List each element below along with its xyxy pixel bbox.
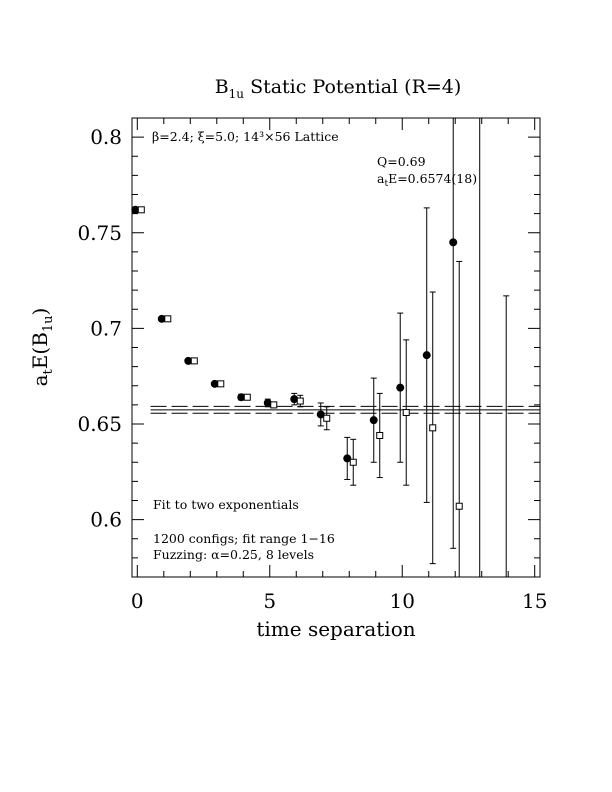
plot-frame-group bbox=[131, 117, 541, 578]
data-point-circle bbox=[131, 205, 140, 214]
y-tick-label: 0.6 bbox=[90, 508, 122, 532]
data-point-circle bbox=[237, 393, 246, 402]
data-point-square bbox=[137, 206, 145, 214]
data-point-circle bbox=[157, 314, 166, 323]
annotation-energy: atE=0.6574(18) bbox=[377, 171, 477, 189]
annotation-fuzzing: Fuzzing: α=0.25, 8 levels bbox=[153, 547, 314, 562]
annotation-fit: Fit to two exponentials bbox=[153, 497, 299, 512]
data-point-square bbox=[243, 393, 251, 401]
data-point-square bbox=[429, 424, 437, 432]
annotation-lattice: β=2.4; ξ=5.0; 14³×56 Lattice bbox=[152, 129, 339, 144]
data-point-circle bbox=[263, 398, 272, 407]
data-point-square bbox=[164, 315, 172, 323]
data-point-square bbox=[402, 409, 410, 417]
data-point-circle bbox=[316, 410, 325, 419]
tick-label-group: 0 5 10 15 0.6 0.65 0.7 0.75 0.8 bbox=[77, 125, 547, 613]
data-point-circle bbox=[290, 395, 299, 404]
y-tick-label: 0.65 bbox=[77, 412, 122, 436]
data-point-square bbox=[455, 502, 463, 510]
data-point-square bbox=[349, 458, 357, 466]
data-point-square bbox=[217, 380, 225, 388]
x-tick-label: 0 bbox=[131, 589, 144, 613]
y-tick-label: 0.8 bbox=[90, 125, 122, 149]
data-point-circle bbox=[396, 383, 405, 392]
x-tick-label: 5 bbox=[263, 589, 276, 613]
x-axis-label: time separation bbox=[256, 617, 415, 641]
data-point-circle bbox=[343, 454, 352, 463]
data-point-circle bbox=[210, 379, 219, 388]
y-axis-label: atE(B1u) bbox=[28, 308, 56, 387]
data-point-square bbox=[323, 414, 331, 422]
data-point-circle bbox=[449, 238, 458, 247]
data-point-square bbox=[270, 401, 278, 409]
annotation-configs: 1200 configs; fit range 1−16 bbox=[153, 531, 335, 546]
data-point-circle bbox=[369, 416, 378, 425]
y-tick-label: 0.7 bbox=[90, 316, 122, 340]
data-point-square bbox=[190, 357, 198, 365]
data-point-circle bbox=[422, 351, 431, 360]
annotation-q: Q=0.69 bbox=[377, 154, 426, 169]
x-tick-label: 10 bbox=[390, 589, 415, 613]
series-group bbox=[131, 117, 510, 578]
data-point-square bbox=[376, 431, 384, 439]
y-tick-label: 0.75 bbox=[77, 221, 122, 245]
chart-title: B1u Static Potential (R=4) bbox=[215, 76, 462, 101]
x-tick-label: 15 bbox=[522, 589, 547, 613]
fit-band-group bbox=[150, 405, 540, 414]
data-point-circle bbox=[184, 356, 193, 365]
data-point-square bbox=[296, 397, 304, 405]
